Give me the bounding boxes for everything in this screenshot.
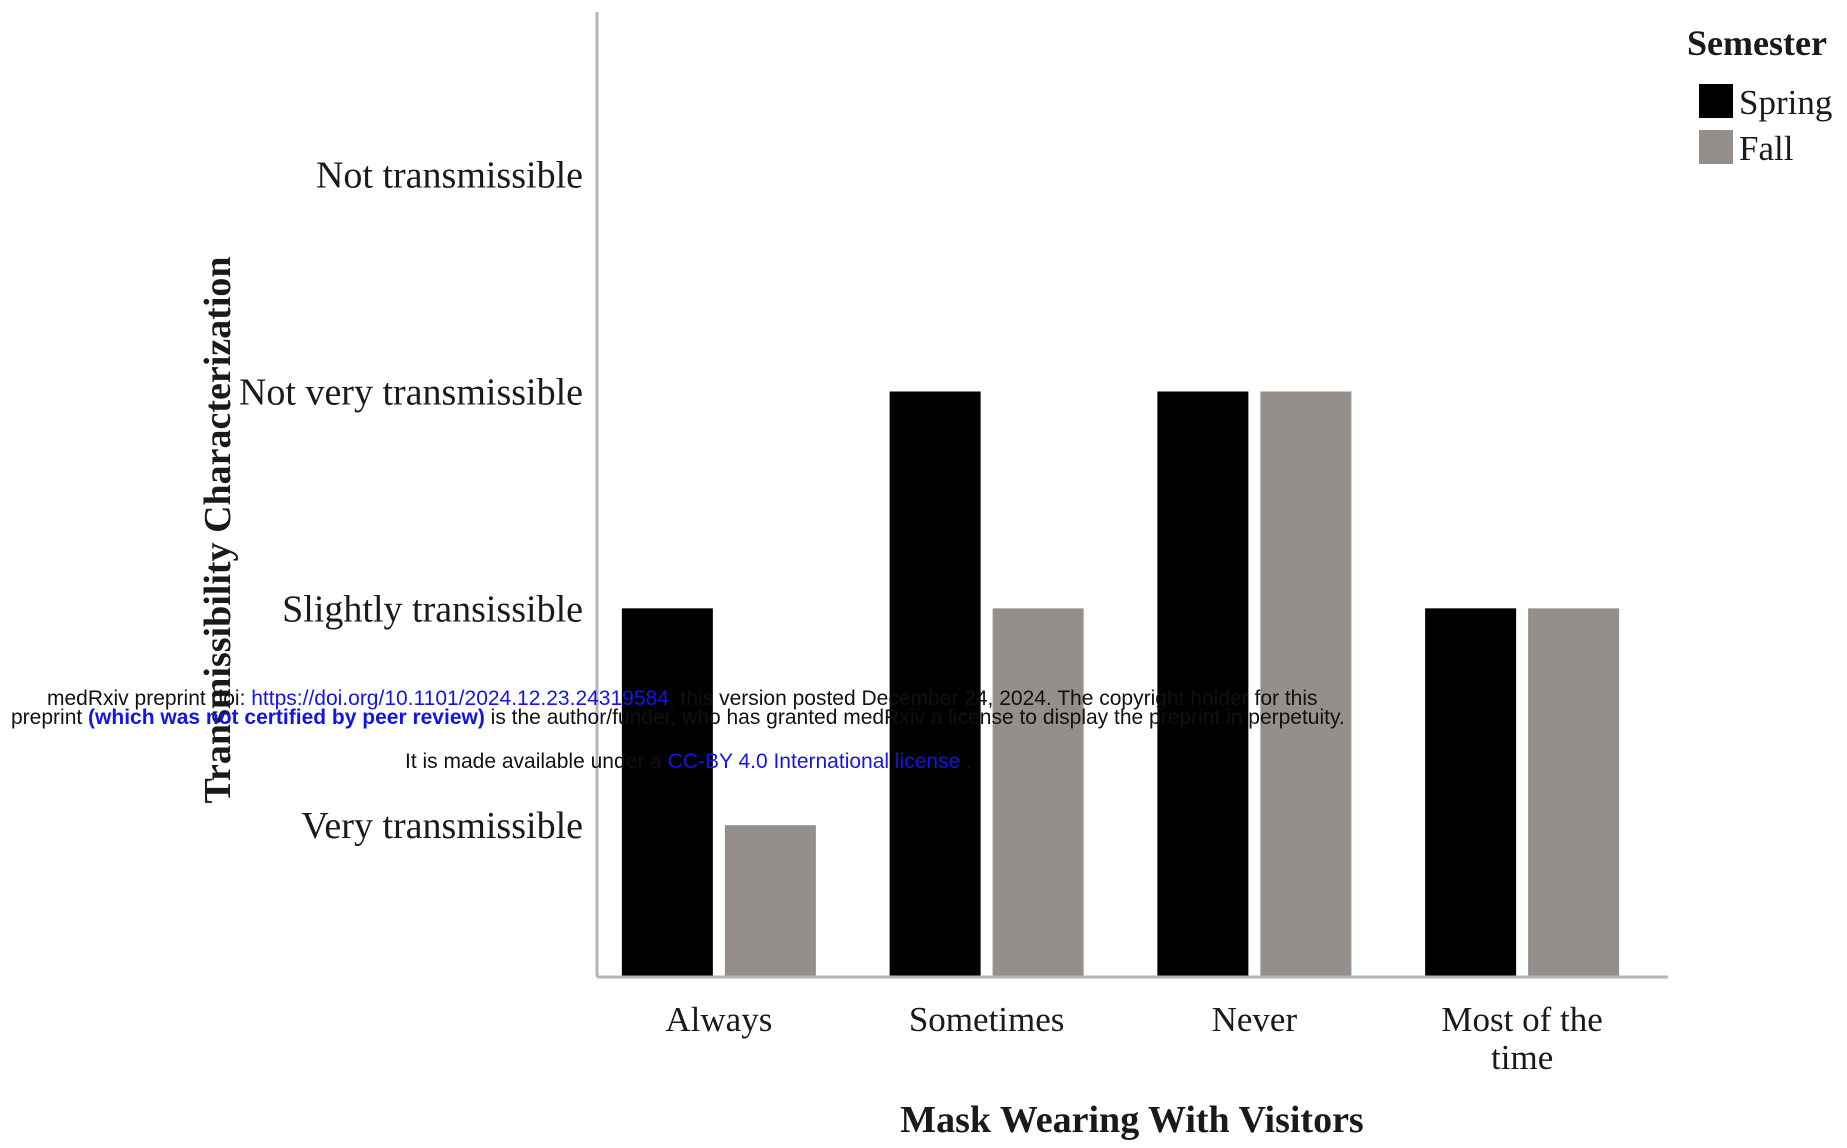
notice-prefix: medRxiv preprint doi: [47,687,252,710]
x-axis-title: Mask Wearing With Visitors [900,1099,1363,1141]
x-tick-label: Sometimes [909,1000,1065,1039]
legend-swatch [1699,84,1733,118]
notice-suffix: ; this version posted December 24, 2024.… [668,687,1318,710]
legend-title: Semester [1687,23,1827,63]
x-tick-label: Most of the time [1441,1000,1602,1077]
y-tick-label: Not very transmissible [239,371,583,413]
bar-spring [1425,608,1517,977]
legend-label: Fall [1739,129,1794,168]
bar-spring [889,391,981,977]
notice-suffix: is the author/funder, who has granted me… [484,706,1345,729]
notice-suffix: . [960,750,972,773]
notice-prefix: preprint [11,706,89,729]
legend: Semester Spring Fall [1687,23,1832,168]
preprint-notice-line-1: medRxiv preprint doi: https://doi.org/10… [47,687,1447,711]
bar-fall [1260,391,1352,977]
y-axis-title: Transmissibility Characterization [197,256,239,803]
x-tick-labels: Always Sometimes Never Most of the time [665,1000,1602,1077]
notice-prefix: It is made available under a [405,750,668,773]
legend-item-fall: Fall [1699,129,1794,168]
doi-link[interactable]: https://doi.org/10.1101/2024.12.23.24319… [251,687,669,710]
legend-swatch [1699,130,1733,164]
legend-label: Spring [1739,83,1832,122]
y-tick-labels: Very transmissible Slightly transissible N… [239,155,583,848]
bar-fall [1528,608,1620,977]
y-tick-label: Not transmissible [316,155,583,197]
y-tick-label: Slightly transissible [282,588,583,630]
bar-fall [992,608,1084,977]
peer-review-note: (which was not certified by peer review) [88,706,485,729]
bar-fall [724,825,816,977]
bars-layer [621,391,1620,977]
preprint-notice-line-3: It is made available under a CC-BY 4.0 I… [405,750,1805,774]
x-tick-label: Never [1212,1000,1298,1039]
preprint-notice-line-2: preprint (which was not certified by pee… [11,706,1411,730]
x-tick-label: Always [665,1000,772,1039]
y-tick-label: Very transmissible [301,805,583,847]
legend-item-spring: Spring [1699,83,1832,122]
legend-items: Spring Fall [1699,83,1832,168]
bar-spring [1157,391,1249,977]
license-link[interactable]: CC-BY 4.0 International license [667,750,961,773]
bar-spring [621,608,713,977]
